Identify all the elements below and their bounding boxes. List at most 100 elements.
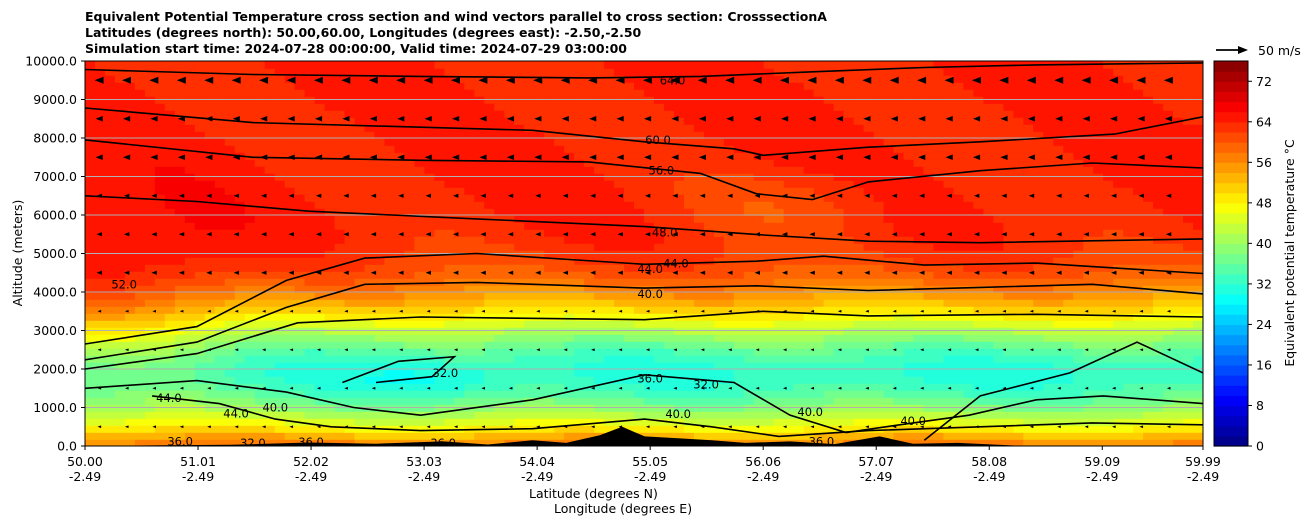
field-cell [703,278,715,286]
field-cell [823,306,835,314]
field-cell [913,432,925,440]
field-cell [783,89,795,97]
field-cell [723,187,735,195]
field-cell [424,432,436,440]
field-cell [733,138,745,146]
field-cell [783,418,795,426]
field-cell [324,117,336,125]
field-cell [214,257,226,265]
field-cell [594,285,605,293]
field-cell [663,278,675,286]
field-cell [803,159,815,167]
field-cell [693,187,705,195]
field-cell [85,390,96,398]
field-cell [803,208,815,216]
field-cell [933,166,945,174]
field-cell [653,201,665,209]
field-cell [174,229,186,237]
field-cell [334,180,346,188]
field-cell [823,292,835,300]
field-cell [873,334,885,342]
field-cell [963,341,975,349]
field-cell [104,376,116,384]
field-cell [264,390,276,398]
field-cell [264,208,276,216]
field-cell [244,285,256,293]
field-cell [644,194,655,202]
field-cell [404,152,416,160]
field-cell [614,278,625,286]
field-cell [374,432,386,440]
field-cell [703,229,715,237]
field-cell [624,117,635,125]
field-cell [454,61,466,69]
field-cell [584,341,595,349]
field-cell [534,313,545,321]
field-cell [823,418,835,426]
field-cell [833,117,845,125]
field-cell [943,271,955,279]
field-cell [214,320,226,328]
field-cell [524,187,535,195]
field-cell [524,152,535,160]
field-cell [733,390,745,398]
field-cell [713,222,725,230]
field-cell [574,397,585,405]
field-cell [184,355,196,363]
field-cell [194,390,206,398]
field-cell [134,285,146,293]
field-cell [723,355,735,363]
field-cell [444,110,456,118]
field-cell [364,292,376,300]
field-cell [94,82,106,90]
field-cell [314,299,326,307]
field-cell [484,131,496,139]
field-cell [803,194,815,202]
field-cell [124,264,136,272]
field-cell [464,369,476,377]
field-cell [314,362,326,370]
field-cell [614,229,625,237]
field-cell [334,229,346,237]
field-cell [454,425,466,433]
field-cell [653,243,665,251]
field-cell [234,439,246,446]
field-cell [833,166,845,174]
field-cell [973,222,985,230]
field-cell [763,131,775,139]
field-cell [813,131,825,139]
field-cell [923,215,935,223]
field-cell [444,236,456,244]
field-cell [144,166,156,174]
field-cell [723,89,735,97]
field-cell [743,355,755,363]
field-cell [713,117,725,125]
field-cell [404,124,416,132]
field-cell [214,355,226,363]
field-cell [973,299,985,307]
field-cell [244,110,256,118]
field-cell [604,124,615,132]
field-cell [284,194,296,202]
field-cell [94,348,106,356]
field-cell [134,110,146,118]
field-cell [174,411,186,419]
field-cell [693,362,705,370]
field-cell [314,117,326,125]
field-cell [85,257,96,265]
field-cell [614,110,625,118]
field-cell [374,110,386,118]
field-cell [514,229,526,237]
field-cell [304,306,316,314]
field-cell [194,222,206,230]
field-cell [164,124,176,132]
field-cell [953,145,965,153]
field-cell [713,138,725,146]
field-cell [843,61,855,69]
field-cell [683,397,695,405]
field-cell [783,166,795,174]
field-cell [334,187,346,195]
field-cell [973,131,985,139]
field-cell [474,166,486,174]
field-cell [364,285,376,293]
